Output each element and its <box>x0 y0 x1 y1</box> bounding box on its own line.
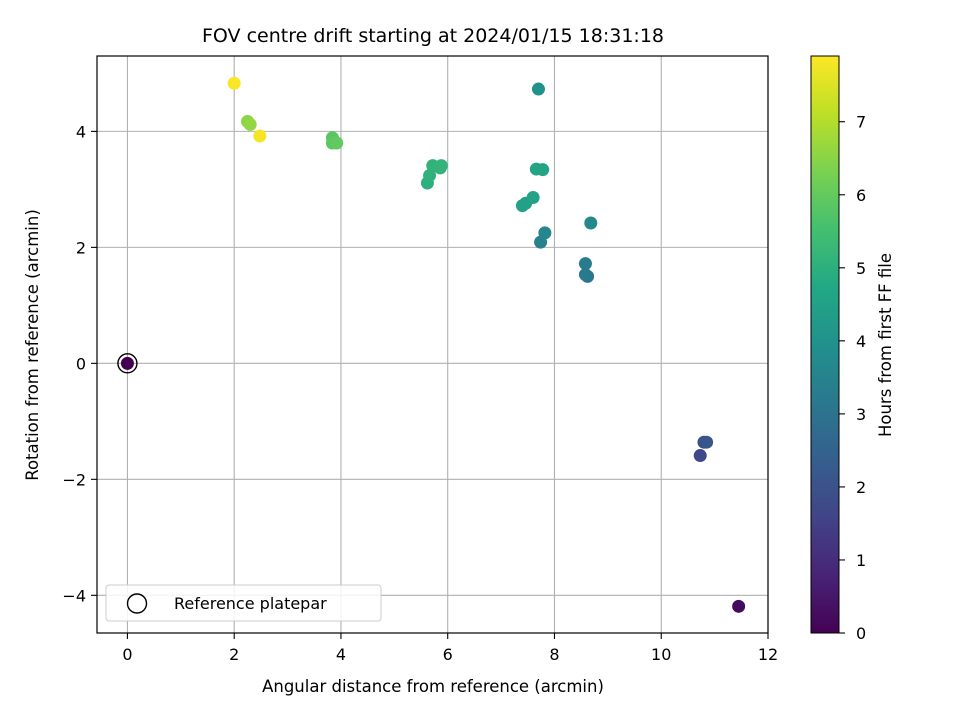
data-point <box>700 435 714 449</box>
y-tick-label: 0 <box>76 354 86 373</box>
x-axis-label: Angular distance from reference (arcmin) <box>262 677 604 696</box>
data-point <box>732 599 746 613</box>
x-tick-label: 12 <box>758 645 778 664</box>
y-tick-label: 2 <box>76 238 86 257</box>
y-axis-label: Rotation from reference (arcmin) <box>23 209 42 481</box>
plot-area: 0 2 4 6 8 10 12 −4 −2 0 2 4 <box>62 55 778 664</box>
data-point <box>227 76 241 90</box>
plot-background <box>97 56 768 633</box>
data-point-reference <box>120 356 134 370</box>
data-point <box>423 168 437 182</box>
colorbar-tick-label: 6 <box>856 186 866 205</box>
legend-label-reference: Reference platepar <box>174 594 327 613</box>
data-point <box>526 190 540 204</box>
colorbar-tick-label: 1 <box>856 551 866 570</box>
reference-platepar-marker <box>117 353 138 374</box>
y-tick-label: −2 <box>62 470 86 489</box>
data-points <box>117 76 746 613</box>
data-point <box>434 159 448 173</box>
x-tick-label: 0 <box>122 645 132 664</box>
data-point <box>536 163 550 177</box>
x-tick-label: 4 <box>336 645 346 664</box>
colorbar: 0 1 2 3 4 5 6 7 Hours from first FF file <box>810 55 895 643</box>
y-tick-label: 4 <box>76 122 86 141</box>
data-point <box>578 268 592 282</box>
colorbar-tick-label: 0 <box>856 624 866 643</box>
data-point <box>330 136 344 150</box>
data-point <box>243 117 257 131</box>
x-axis-ticks: 0 2 4 6 8 10 12 <box>122 633 778 664</box>
data-point <box>578 257 592 271</box>
colorbar-label: Hours from first FF file <box>876 253 895 437</box>
data-point <box>584 216 598 230</box>
colorbar-tick-label: 5 <box>856 259 866 278</box>
colorbar-ticks: 0 1 2 3 4 5 6 7 <box>839 113 866 643</box>
data-point <box>538 226 552 240</box>
colorbar-tick-label: 4 <box>856 332 866 351</box>
chart-title: FOV centre drift starting at 2024/01/15 … <box>202 25 664 47</box>
plot-frame <box>96 55 769 634</box>
data-point <box>531 82 545 96</box>
data-point <box>253 129 267 143</box>
legend-marker-reference <box>126 593 148 614</box>
y-axis-ticks: −4 −2 0 2 4 <box>62 122 97 605</box>
colorbar-tick-label: 2 <box>856 478 866 497</box>
colorbar-tick-label: 7 <box>856 113 866 132</box>
legend: Reference platepar <box>105 584 382 622</box>
x-tick-label: 6 <box>443 645 453 664</box>
y-tick-label: −4 <box>62 586 86 605</box>
x-tick-label: 10 <box>651 645 671 664</box>
data-point <box>693 449 707 463</box>
legend-box <box>105 584 382 622</box>
colorbar-tick-label: 3 <box>856 405 866 424</box>
x-tick-label: 2 <box>229 645 239 664</box>
x-tick-label: 8 <box>549 645 559 664</box>
colorbar-gradient <box>810 55 840 634</box>
